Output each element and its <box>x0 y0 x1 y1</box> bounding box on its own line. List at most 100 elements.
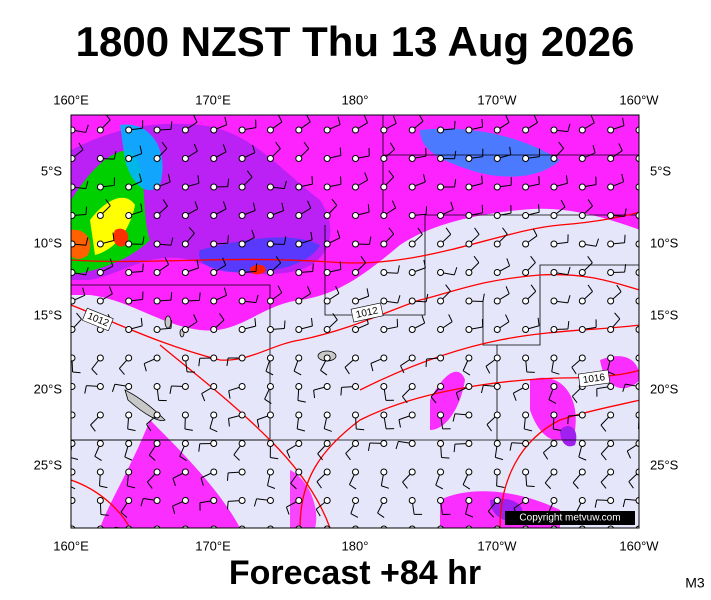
barb-feather <box>445 227 452 235</box>
station <box>437 354 445 362</box>
station <box>522 468 530 476</box>
station <box>352 525 359 528</box>
station <box>96 155 104 162</box>
barb-feather <box>548 399 557 404</box>
station <box>493 411 501 419</box>
barb-staff <box>402 529 412 538</box>
barb-feather <box>265 370 274 376</box>
barb-feather <box>360 256 367 264</box>
station <box>153 269 161 276</box>
barb-feather <box>646 200 650 207</box>
barb-feather <box>56 414 58 422</box>
station <box>607 411 615 419</box>
lon-label: 160°W <box>619 92 659 107</box>
station <box>238 525 246 528</box>
station <box>266 269 274 276</box>
station <box>635 297 639 305</box>
barb-feather <box>565 175 568 184</box>
station <box>210 297 218 305</box>
station <box>323 155 331 162</box>
barb-feather <box>312 263 314 272</box>
station <box>181 240 189 248</box>
station <box>352 326 359 333</box>
station <box>125 383 133 390</box>
station <box>380 468 388 476</box>
station <box>125 183 133 191</box>
station <box>578 212 586 219</box>
station <box>295 440 303 447</box>
station <box>465 155 473 162</box>
barb-feather <box>567 295 571 304</box>
station <box>181 411 189 419</box>
barb-staff <box>638 271 639 273</box>
barb-feather <box>367 442 371 451</box>
barb-feather <box>538 176 540 185</box>
barb-feather <box>505 286 510 294</box>
barb-feather <box>224 116 228 125</box>
station <box>493 497 501 504</box>
barb-feather <box>228 390 231 399</box>
barb-feather <box>283 320 286 329</box>
barb-feather <box>219 313 225 321</box>
barb-feather <box>91 368 98 376</box>
station <box>465 525 473 528</box>
barb-feather <box>306 115 311 123</box>
station <box>408 525 416 528</box>
station <box>266 297 274 305</box>
station <box>323 354 331 362</box>
station <box>153 126 161 134</box>
barb-feather <box>526 485 535 487</box>
station <box>352 440 359 447</box>
station <box>210 440 218 447</box>
station <box>352 411 359 419</box>
barb-staff <box>638 186 639 187</box>
barb-feather <box>567 321 570 330</box>
barb-feather <box>316 481 322 489</box>
barb-feather <box>435 484 444 490</box>
barb-staff <box>71 500 73 502</box>
barb-feather <box>317 453 323 461</box>
barb-feather <box>118 368 125 375</box>
barb-feather <box>485 366 491 374</box>
station <box>465 212 473 219</box>
barb-staff <box>523 529 525 543</box>
lon-label: 160°E <box>53 538 89 553</box>
barb-feather <box>85 124 89 133</box>
barb-feather <box>283 180 287 189</box>
station <box>437 155 445 162</box>
barb-feather <box>495 456 504 461</box>
station <box>210 240 218 248</box>
graticule-labels: 160°E 160°E 170°E 170°E 180° 180° 170°W 170°W 16… <box>34 92 679 553</box>
barb-feather <box>587 255 593 264</box>
station <box>408 212 416 219</box>
station <box>295 212 303 219</box>
barb-feather <box>474 227 480 235</box>
barb-feather <box>377 512 385 518</box>
barb-feather <box>578 456 587 461</box>
station <box>210 126 218 134</box>
station <box>578 468 586 476</box>
station <box>578 525 586 528</box>
barb-feather <box>339 261 342 270</box>
station <box>71 354 76 362</box>
station <box>522 183 530 191</box>
station <box>96 440 104 447</box>
barb-feather <box>112 232 115 241</box>
lon-label: 160°E <box>53 92 89 107</box>
barb-feather <box>640 372 648 373</box>
station <box>635 183 639 191</box>
barb-feather <box>146 481 153 489</box>
station <box>181 155 189 162</box>
station <box>493 183 501 191</box>
barb-feather <box>462 370 471 376</box>
station <box>295 326 303 333</box>
station <box>465 269 473 276</box>
barb-feather <box>290 483 297 490</box>
station <box>266 354 274 362</box>
station <box>125 155 133 162</box>
station <box>295 297 303 305</box>
station <box>522 497 530 504</box>
station <box>550 155 558 162</box>
station <box>408 126 416 134</box>
station <box>635 411 639 419</box>
